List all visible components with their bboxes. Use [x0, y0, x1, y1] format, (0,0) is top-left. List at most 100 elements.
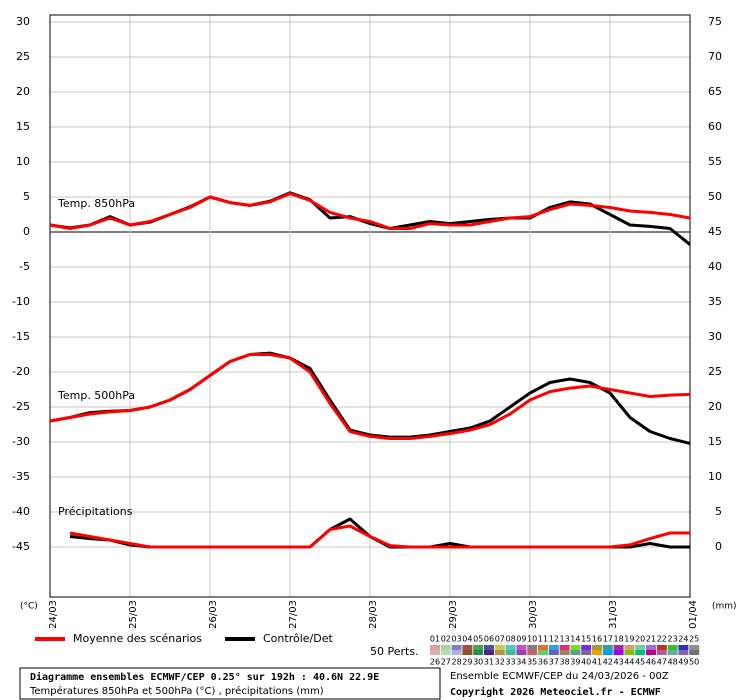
member-number: 39: [570, 658, 580, 667]
member-number: 29: [462, 658, 472, 667]
y-tick-label: 15: [16, 120, 30, 133]
series-line: [49, 353, 691, 440]
member-number: 47: [657, 658, 667, 667]
member-swatch: [678, 645, 689, 650]
member-swatch: [505, 645, 516, 650]
footer-box: [19, 667, 441, 700]
member-swatch: [538, 650, 548, 655]
y-tick-label: 25: [16, 50, 30, 63]
member-swatch: [635, 645, 646, 650]
member-number: 04: [462, 635, 472, 644]
member-number: 26: [430, 658, 440, 667]
member-swatch: [667, 650, 678, 655]
member-number: 10: [527, 635, 537, 644]
member-number: 33: [506, 658, 516, 667]
panel-label: Temp. 850hPa: [57, 197, 135, 210]
member-number: 36: [538, 658, 548, 667]
member-swatch: [516, 650, 527, 655]
y2-axis-unit: (mm): [712, 602, 737, 612]
member-swatch: [570, 650, 581, 655]
member-swatch: [624, 650, 635, 655]
member-number: 45: [635, 658, 645, 667]
y-tick-label: 0: [23, 225, 30, 238]
member-number: 48: [668, 658, 678, 667]
series-line: [49, 192, 691, 230]
member-number: 05: [473, 635, 483, 644]
member-swatch: [602, 645, 613, 650]
member-number: 03: [452, 635, 462, 644]
panel-label: Précipitations: [58, 505, 133, 518]
y-tick-label: -15: [12, 330, 30, 343]
footer-subtitle: Températures 850hPa et 500hPa (°C) , pré…: [29, 685, 324, 697]
member-swatch: [548, 645, 559, 650]
member-number: 38: [560, 658, 570, 667]
member-number: 34: [516, 658, 526, 667]
member-swatch: [635, 650, 646, 655]
y2-tick-label: 65: [708, 85, 722, 98]
y2-tick-label: 20: [708, 400, 722, 413]
member-swatch: [505, 650, 516, 655]
member-swatch: [613, 645, 624, 650]
legend-label: Contrôle/Det: [263, 632, 333, 645]
member-swatch: [559, 650, 570, 655]
member-swatch: [440, 645, 451, 650]
member-number: 41: [592, 658, 602, 667]
member-swatch: [646, 645, 656, 650]
x-tick-label: 28/03: [368, 600, 379, 629]
y2-tick-label: 50: [708, 190, 722, 203]
member-swatch: [451, 650, 462, 655]
member-swatch: [484, 650, 494, 655]
member-swatch: [484, 645, 494, 650]
x-tick-label: 24/03: [48, 600, 59, 629]
member-swatch: [473, 650, 484, 655]
member-swatch: [559, 645, 570, 650]
legend-label: Moyenne des scénarios: [73, 632, 202, 645]
member-number: 37: [549, 658, 559, 667]
footer-run: Ensemble ECMWF/CEP du 24/03/2026 - 00Z: [450, 671, 669, 682]
member-swatch: [516, 645, 527, 650]
x-tick-label: 30/03: [528, 600, 539, 629]
member-number: 35: [527, 658, 537, 667]
members-label: 50 Perts.: [370, 645, 419, 658]
y-tick-label: -40: [12, 505, 30, 518]
series-line: [69, 524, 690, 549]
x-tick-label: 31/03: [608, 600, 619, 629]
y2-tick-label: 30: [708, 330, 722, 343]
y-tick-label: -35: [12, 470, 30, 483]
y2-tick-label: 40: [708, 260, 722, 273]
member-swatch: [667, 645, 678, 650]
member-number: 08: [506, 635, 516, 644]
member-swatch: [624, 645, 635, 650]
y2-tick-label: 35: [708, 295, 722, 308]
member-number: 25: [689, 635, 699, 644]
footer-copyright: Copyright 2026 Meteociel.fr - ECMWF: [450, 686, 661, 698]
member-number: 44: [624, 658, 634, 667]
x-tick-label: 29/03: [448, 600, 459, 629]
y2-tick-label: 5: [715, 505, 722, 518]
member-number: 18: [614, 635, 624, 644]
member-number: 15: [581, 635, 591, 644]
y2-tick-label: 55: [708, 155, 722, 168]
member-swatch: [581, 650, 592, 655]
x-tick-label: 25/03: [128, 600, 139, 629]
member-number: 30: [473, 658, 483, 667]
member-swatch: [462, 645, 473, 650]
member-number: 43: [614, 658, 624, 667]
member-swatch: [527, 645, 538, 650]
y2-tick-label: 0: [715, 540, 722, 553]
member-swatch: [656, 645, 667, 650]
y-tick-label: -45: [12, 540, 30, 553]
y2-tick-label: 10: [708, 470, 722, 483]
y2-tick-label: 45: [708, 225, 722, 238]
x-tick-label: 27/03: [288, 600, 299, 629]
plot-frame: [49, 14, 691, 598]
member-swatch: [689, 645, 700, 650]
member-number: 46: [646, 658, 656, 667]
member-number: 50: [689, 658, 699, 667]
y-tick-label: -20: [12, 365, 30, 378]
y-tick-label: -10: [12, 295, 30, 308]
member-number: 13: [560, 635, 570, 644]
member-number: 31: [484, 658, 494, 667]
member-swatch: [494, 645, 505, 650]
member-swatch: [440, 650, 451, 655]
